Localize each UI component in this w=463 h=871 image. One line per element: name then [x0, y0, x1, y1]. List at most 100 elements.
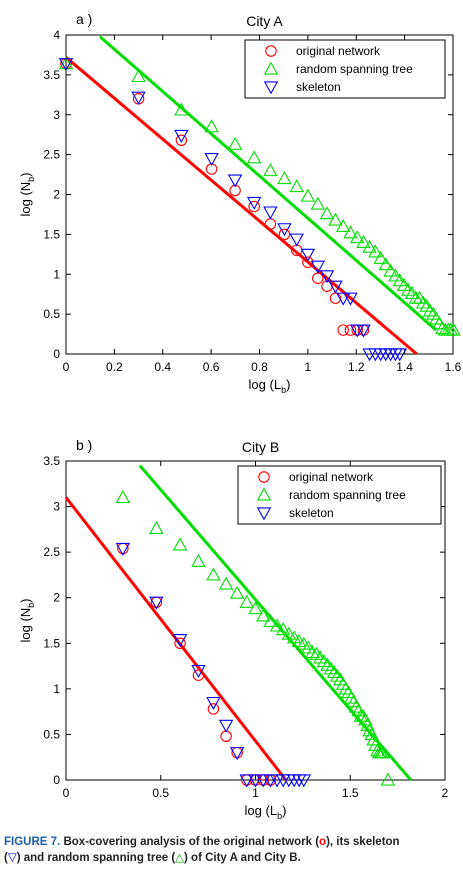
chart-city-b: 0 0.5 1 1.5 2 0 0.5 1 1.5 2 2.5 3 3.5 City B b ) log (L…: [18, 437, 449, 821]
legend-marker: [256, 487, 272, 501]
data-point: [206, 696, 221, 710]
data-point: [263, 163, 278, 177]
x-tick-label: 0.6: [203, 360, 220, 374]
data-point: [337, 324, 349, 336]
y-tick-label: 1.5: [43, 227, 60, 241]
y-tick-label: 1: [53, 682, 60, 696]
y-tick-label: 2.5: [43, 148, 60, 162]
legend-label: original network: [296, 44, 381, 58]
data-point: [326, 665, 342, 679]
x-tick-label: 0.8: [251, 360, 268, 374]
data-point: [131, 91, 146, 105]
data-point: [131, 69, 146, 83]
caption-text-1: Box-covering analysis of the original ne…: [63, 836, 320, 848]
x-tick-label: 0.4: [154, 360, 171, 374]
data-point: [229, 747, 245, 761]
data-point: [275, 622, 291, 636]
y-tick-label: 2: [53, 591, 60, 605]
y-tick-label: 1.5: [43, 636, 60, 650]
x-tick-label: 1: [252, 786, 259, 800]
caption-figure-number: FIGURE 7.: [4, 836, 61, 848]
data-point: [172, 634, 188, 648]
data-point: [364, 726, 379, 741]
caption-text-3: (: [4, 852, 8, 864]
caption-text-5: ) of City A and City B.: [184, 852, 301, 864]
data-point: [358, 712, 373, 726]
x-tick-label: 0: [63, 360, 70, 374]
legend-box: [237, 465, 442, 525]
data-point: [218, 576, 234, 590]
data-point: [263, 613, 278, 628]
data-point: [58, 58, 74, 72]
data-point: [296, 774, 312, 788]
data-point: [323, 661, 339, 675]
data-point: [149, 596, 164, 610]
data-point: [281, 626, 297, 640]
x-axis-label: log (Lb): [245, 803, 287, 821]
fit-line: [65, 56, 418, 356]
data-point: [328, 280, 343, 294]
data-point: [378, 257, 393, 271]
data-point: [310, 260, 326, 274]
data-point: [351, 703, 366, 717]
data-point: [286, 630, 302, 644]
data-point: [373, 250, 388, 264]
series-triangle-up: [58, 56, 461, 336]
data-point: [191, 665, 206, 679]
legend-label: original network: [289, 470, 374, 484]
y-tick-label: 2.5: [43, 545, 60, 559]
data-point: [380, 772, 396, 786]
data-point: [248, 200, 260, 213]
data-point: [263, 206, 278, 220]
data-point: [204, 119, 219, 133]
x-tick-label: 0.2: [106, 360, 123, 374]
data-point: [289, 179, 304, 193]
x-tick-label: 1.2: [348, 360, 365, 374]
caption-text-4: ) and random spanning tree (: [16, 852, 176, 864]
y-tick-label: 0.5: [43, 307, 60, 321]
y-tick-label: 0.5: [43, 727, 60, 741]
data-point: [362, 239, 377, 253]
panel-label: b ): [76, 437, 92, 453]
chart-city-a: 0 0.2 0.4 0.6 0.8 1 1.2 1.4 1.6 0 0.5 1 1.5 2 2.5 3 3.5 4…: [18, 11, 462, 395]
data-point: [192, 669, 205, 681]
series-circle: [60, 57, 370, 336]
y-tick-label: 2: [53, 188, 60, 202]
data-point: [239, 594, 255, 608]
legend-marker: [263, 61, 279, 75]
data-point: [422, 303, 438, 317]
caption-skeleton-symbol: ▽: [7, 852, 17, 864]
legend-label: random spanning tree: [289, 488, 406, 502]
data-point: [58, 56, 74, 70]
x-tick-label: 1.6: [445, 360, 462, 374]
data-point: [328, 212, 343, 226]
data-point: [206, 567, 221, 581]
y-tick-label: 4: [53, 28, 60, 42]
data-point: [175, 134, 188, 147]
x-tick-label: 1: [305, 360, 312, 374]
data-point: [174, 637, 186, 650]
data-point: [246, 150, 262, 164]
data-point: [392, 273, 408, 287]
data-point: [388, 268, 403, 282]
data-point: [269, 618, 285, 632]
y-tick-label: 3: [53, 500, 60, 514]
data-point: [366, 732, 381, 746]
caption-text-2: ), its skeleton: [326, 836, 400, 848]
x-tick-label: 0: [63, 786, 70, 800]
data-point: [248, 774, 263, 788]
series-triangle-down: [115, 542, 312, 788]
data-point: [383, 263, 398, 277]
data-point: [248, 601, 263, 615]
data-point: [264, 218, 277, 230]
legend-marker: [265, 45, 277, 57]
legend-box: [244, 39, 446, 99]
data-point: [191, 553, 206, 567]
data-point: [446, 322, 461, 336]
panel-label: a ): [76, 11, 92, 27]
data-point: [343, 292, 358, 306]
data-point: [343, 225, 358, 239]
data-point: [346, 694, 362, 708]
caption-original-symbol: o: [319, 836, 327, 848]
data-point: [289, 233, 304, 247]
